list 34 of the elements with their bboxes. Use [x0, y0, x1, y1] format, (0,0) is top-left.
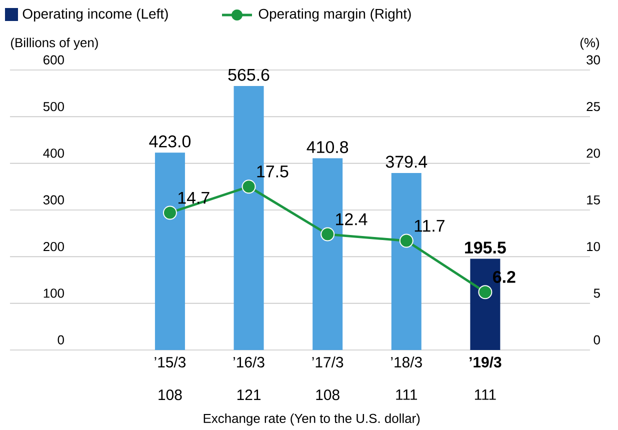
- y-tick-label: 100: [44, 288, 64, 298]
- y2-axis-title: (%): [580, 38, 600, 50]
- legend-label: Operating margin (Right): [258, 8, 411, 22]
- x-tick-label: ’19/3: [470, 356, 502, 368]
- y2-tick-label: 20: [586, 148, 600, 158]
- y-tick-label: 400: [43, 148, 64, 158]
- y-tick-label: 0: [58, 335, 64, 344]
- text: 108: [158, 390, 182, 400]
- x-tick-label: ’16/3: [234, 356, 264, 368]
- data-label: 195.5: [465, 242, 506, 254]
- data-label: 565.6: [228, 68, 270, 81]
- y-tick-label: 600: [44, 55, 64, 64]
- y2-tick-label: 25: [586, 102, 600, 112]
- text: 121: [237, 390, 261, 400]
- data-label: 379.4: [386, 156, 428, 168]
- y2-tick-label: 5: [594, 288, 600, 298]
- data-label: 410.8: [306, 141, 348, 154]
- y-tick-label: 300: [43, 195, 64, 204]
- y2-tick-label: 15: [587, 195, 600, 204]
- x-tick-label: ’17/3: [312, 356, 344, 368]
- y2-tick-label: 10: [587, 242, 600, 252]
- data-label: 423.0: [149, 135, 191, 148]
- y2-tick-label: 0: [594, 335, 600, 344]
- x-tick-label: ’15/3: [154, 356, 186, 368]
- y-tick-label: 200: [44, 242, 64, 252]
- text: 108: [316, 390, 340, 400]
- x-tick-label: ’18/3: [391, 356, 422, 368]
- x-axis-title: Exchange rate (Yen to the U.S. dollar): [204, 414, 420, 426]
- legend-label: Operating income (Left): [22, 8, 168, 22]
- text: 111: [474, 390, 496, 400]
- text: 111: [396, 390, 418, 400]
- y2-tick-label: 30: [586, 55, 600, 64]
- y-tick-label: 500: [43, 102, 64, 112]
- y-axis-title: (Billions of yen): [10, 38, 98, 50]
